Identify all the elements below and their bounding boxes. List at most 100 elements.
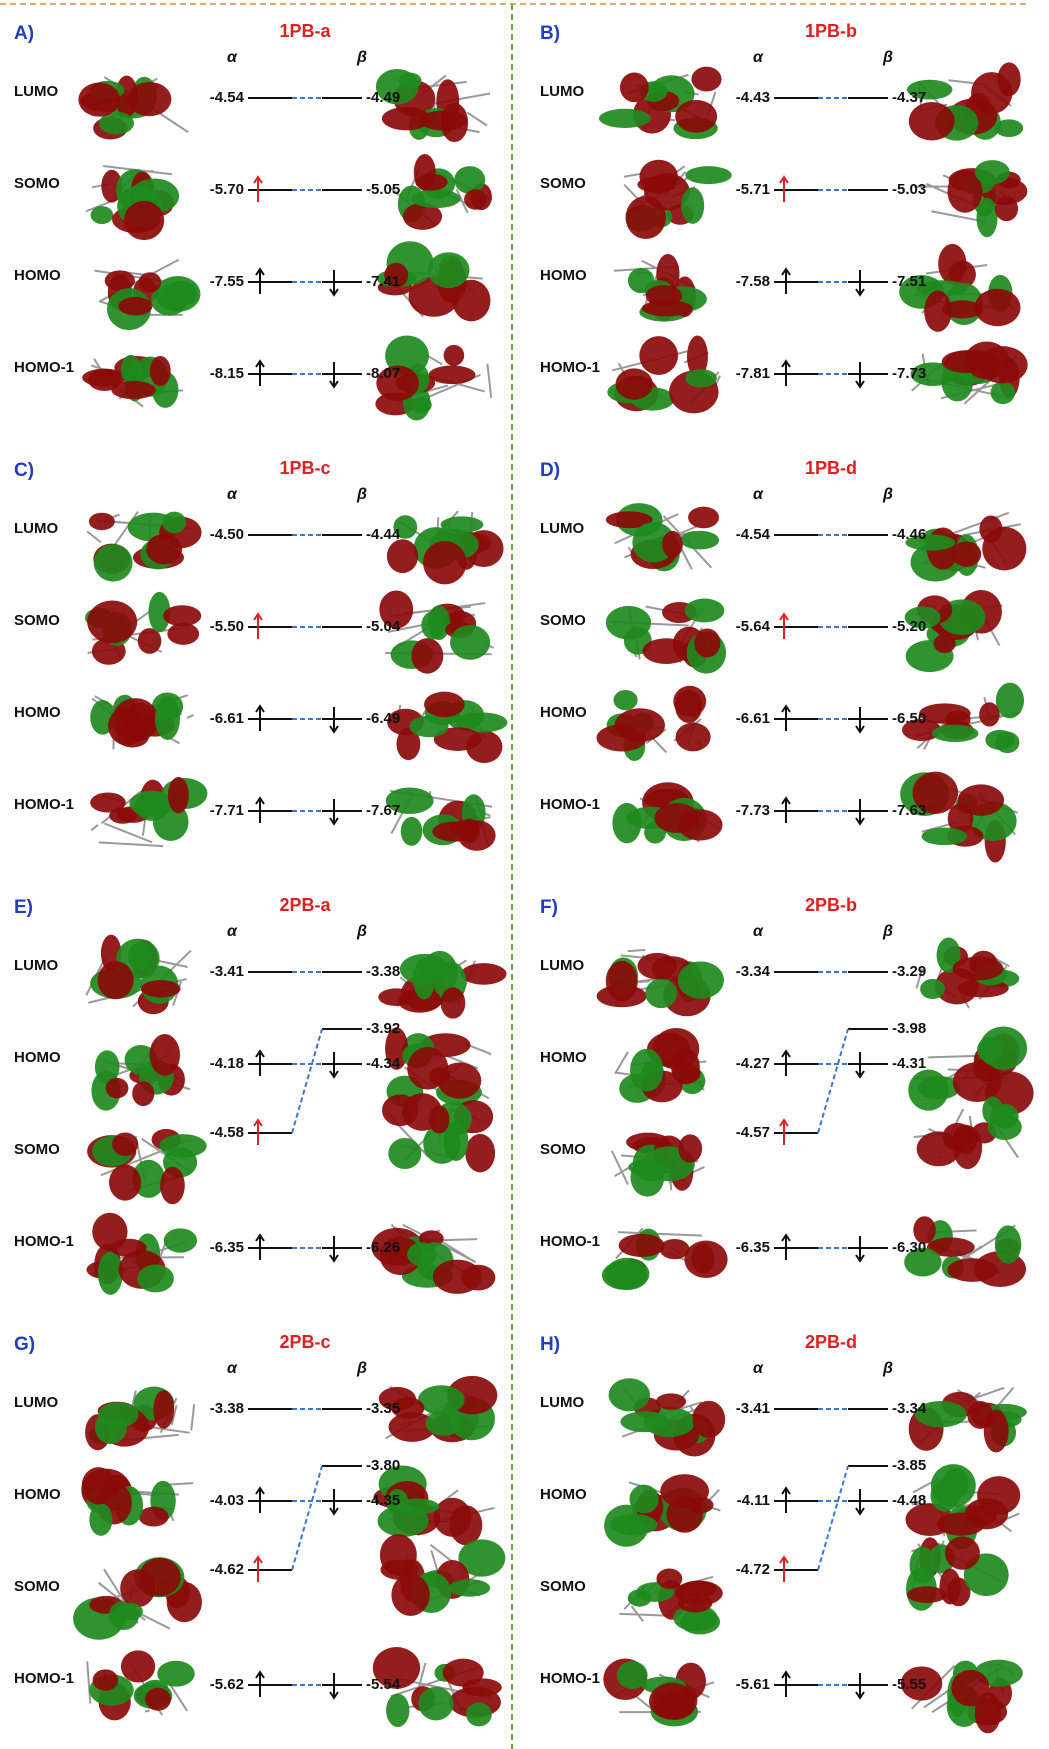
panel-letter: G) xyxy=(14,1334,35,1355)
orbital-label: HOMO xyxy=(540,267,587,284)
orbital-label: HOMO xyxy=(14,267,61,284)
panel: H)2PB-dαβLUMO-3.41-3.34HOMO-4.11-4.48SOM… xyxy=(540,1332,1027,1734)
bond xyxy=(91,825,98,830)
lobe xyxy=(391,1574,430,1616)
orbital-label: HOMO-1 xyxy=(540,1233,600,1250)
beta-energy: -7.51 xyxy=(892,273,926,290)
alpha-energy: -3.38 xyxy=(210,1400,244,1417)
beta-energy: -7.73 xyxy=(892,365,926,382)
lobe xyxy=(617,1661,648,1689)
alpha-label: α xyxy=(227,923,238,940)
orbital-label: LUMO xyxy=(540,83,584,100)
orbital-image xyxy=(382,1093,495,1172)
orbital-image xyxy=(371,1225,495,1294)
lobe xyxy=(958,784,1004,815)
alpha-label: α xyxy=(227,486,238,503)
orbital-image xyxy=(624,160,732,239)
lobe xyxy=(424,692,465,718)
lobe xyxy=(454,166,485,194)
lobe xyxy=(984,1410,1009,1453)
panel-letter: H) xyxy=(540,1334,560,1355)
panel: B)1PB-bαβLUMO-4.43-4.37SOMO-5.71-5.03HOM… xyxy=(540,21,1028,414)
beta-energy: -5.05 xyxy=(366,181,400,198)
lobe xyxy=(92,1213,127,1251)
orbital-image xyxy=(81,1467,193,1536)
level-connector xyxy=(818,1029,848,1133)
beta-energy: -5.04 xyxy=(366,618,401,635)
lobe xyxy=(939,1568,960,1604)
orbital-image xyxy=(387,692,507,763)
lobe xyxy=(687,1497,714,1513)
orbital-label: LUMO xyxy=(540,520,584,537)
orbital-image xyxy=(597,686,711,761)
beta-energy: -5.20 xyxy=(892,618,926,635)
panel: E)2PB-aαβLUMO-3.41-3.38HOMO-4.18-4.34SOM… xyxy=(14,895,507,1295)
lobe xyxy=(909,102,955,140)
orbital-label: HOMO-1 xyxy=(14,359,74,376)
orbital-label: HOMO xyxy=(14,1049,61,1066)
bond xyxy=(487,364,491,398)
lobe xyxy=(662,531,683,558)
bond xyxy=(145,1710,150,1711)
orbital-label: LUMO xyxy=(14,520,58,537)
lobe xyxy=(89,513,115,530)
panel-title: 2PB-c xyxy=(279,1332,330,1352)
lobe xyxy=(688,507,719,529)
lobe xyxy=(93,1669,119,1690)
lobe xyxy=(395,1498,439,1514)
beta-energy: -3.98 xyxy=(892,1020,926,1037)
lobe xyxy=(620,73,649,103)
lobe xyxy=(645,979,677,1008)
panel-letter: F) xyxy=(540,897,558,918)
panel-title: 2PB-b xyxy=(805,895,857,915)
orbital-label: HOMO-1 xyxy=(14,1670,74,1687)
orbital-image xyxy=(602,1228,728,1290)
lobe xyxy=(127,82,171,116)
lobe xyxy=(979,702,1000,726)
lobe xyxy=(694,628,720,657)
lobe xyxy=(399,73,422,90)
lobe xyxy=(407,1047,448,1090)
panel-letter: D) xyxy=(540,460,560,481)
alpha-energy: -3.34 xyxy=(736,963,771,980)
panel-title: 1PB-c xyxy=(279,458,330,478)
lobe xyxy=(449,1505,482,1545)
beta-label: β xyxy=(356,1360,367,1377)
orbital-label: SOMO xyxy=(14,612,60,629)
lobe xyxy=(628,1589,652,1606)
lobe xyxy=(159,1134,206,1157)
orbital-label: HOMO-1 xyxy=(540,796,600,813)
lobe xyxy=(613,690,637,710)
alpha-energy: -6.61 xyxy=(210,710,244,727)
alpha-energy: -7.58 xyxy=(736,273,770,290)
lobe xyxy=(951,1670,989,1707)
lobe xyxy=(132,1081,154,1106)
lobe xyxy=(676,723,711,752)
lobe xyxy=(609,1378,650,1411)
lobe xyxy=(168,777,189,813)
panel: D)1PB-dαβLUMO-4.54-4.46SOMO-5.64-5.20HOM… xyxy=(540,458,1026,863)
orbital-image xyxy=(619,1569,722,1635)
lobe xyxy=(952,541,981,566)
alpha-label: α xyxy=(227,1360,238,1377)
lobe xyxy=(458,819,479,843)
lobe xyxy=(139,272,162,292)
lobe xyxy=(910,1547,936,1584)
lobe xyxy=(975,160,1010,184)
alpha-energy: -4.54 xyxy=(210,89,245,106)
orbital-image xyxy=(87,1129,206,1204)
lobe xyxy=(675,690,702,723)
bond xyxy=(87,1661,90,1703)
lobe xyxy=(920,979,945,999)
lobe xyxy=(656,1393,686,1409)
bond xyxy=(467,112,487,125)
lobe xyxy=(646,285,683,306)
alpha-energy: -7.73 xyxy=(736,802,770,819)
alpha-label: α xyxy=(753,1360,764,1377)
alpha-label: α xyxy=(753,486,764,503)
lobe xyxy=(995,1225,1021,1263)
lobe xyxy=(441,987,466,1018)
lobe xyxy=(118,297,152,315)
orbital-image xyxy=(609,1378,726,1456)
lobe xyxy=(953,957,1004,981)
